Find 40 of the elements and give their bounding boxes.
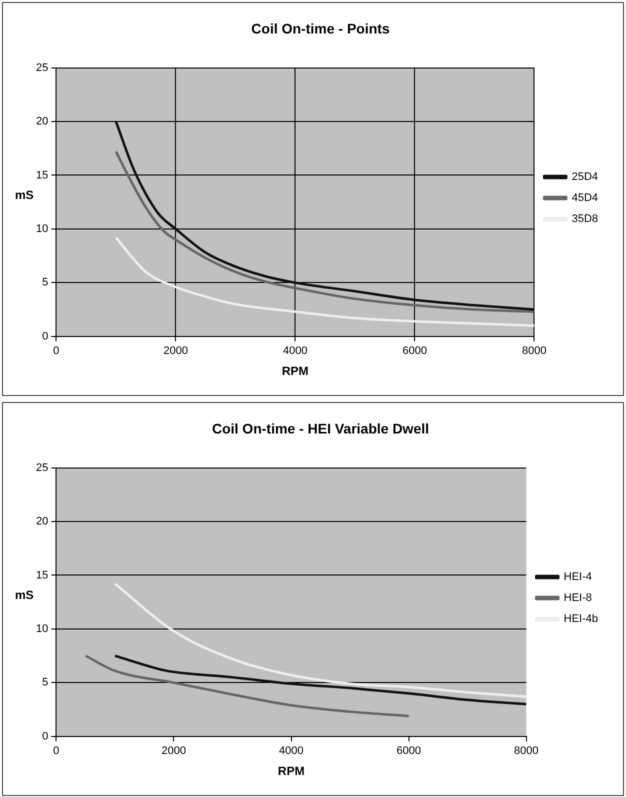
x-tick-label: 2000 <box>162 745 186 758</box>
line-series <box>114 120 534 311</box>
y-tick-label: 25 <box>36 462 48 474</box>
legend-label: HEI-4b <box>564 613 598 626</box>
x-tick-label: 4000 <box>282 345 308 358</box>
line-series <box>114 236 534 327</box>
line-series <box>114 582 526 698</box>
x-tick-label: 0 <box>53 345 60 358</box>
x-tick-label: 2000 <box>163 345 188 358</box>
x-tick-label: 8000 <box>514 745 539 758</box>
x-tick-label: 4000 <box>279 745 304 758</box>
x-tick-label: 6000 <box>402 345 427 358</box>
legend-label: 35D8 <box>572 213 598 226</box>
x-tick-label: 8000 <box>522 345 546 358</box>
y-tick-label: 10 <box>36 222 48 235</box>
legend-label: 45D4 <box>572 192 598 204</box>
legend-label: HEI-8 <box>564 592 592 604</box>
y-tick-label: 20 <box>36 516 48 528</box>
chart-title: Coil On-time - Points <box>251 20 390 36</box>
y-tick-label: 0 <box>42 730 48 742</box>
line-series <box>84 654 410 718</box>
chart-title: Coil On-time - HEI Variable Dwell <box>212 420 430 436</box>
y-tick-label: 15 <box>36 169 48 182</box>
x-axis-title: RPM <box>282 364 309 378</box>
line-series <box>114 150 534 313</box>
y-tick-label: 5 <box>42 276 48 289</box>
y-tick-label: 25 <box>36 62 48 74</box>
y-axis-title: mS <box>15 588 34 602</box>
line-series <box>114 654 526 706</box>
y-tick-label: 10 <box>36 622 48 635</box>
x-tick-label: 0 <box>53 745 60 758</box>
y-tick-label: 20 <box>36 116 48 128</box>
x-axis-title: RPM <box>278 764 305 778</box>
y-tick-label: 0 <box>42 330 48 342</box>
legend-label: 25D4 <box>572 171 598 184</box>
y-tick-label: 5 <box>42 676 48 689</box>
legend-label: HEI-4 <box>564 571 592 584</box>
y-axis-title: mS <box>15 188 34 202</box>
y-tick-label: 15 <box>36 569 48 582</box>
x-tick-label: 6000 <box>396 745 421 758</box>
